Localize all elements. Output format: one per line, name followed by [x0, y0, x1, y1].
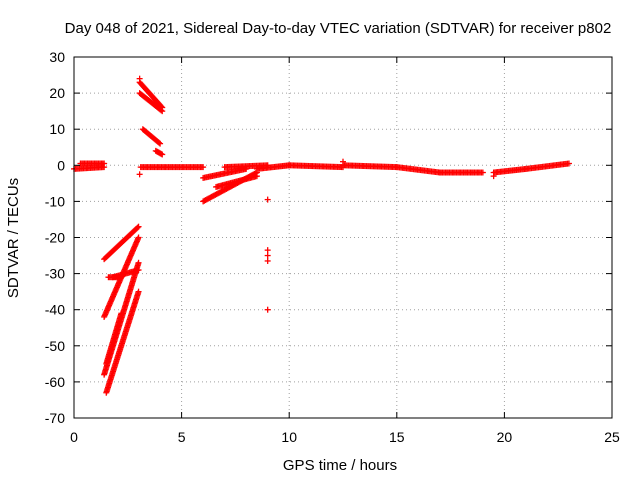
data-point — [264, 196, 271, 203]
data-point — [136, 171, 143, 178]
data-point — [135, 266, 142, 273]
data-point — [134, 224, 141, 231]
x-tick-label: 10 — [281, 429, 297, 445]
data-point — [101, 160, 108, 167]
x-tick-label: 25 — [604, 429, 620, 445]
x-axis-label: GPS time / hours — [283, 457, 397, 474]
y-tick-label: -40 — [45, 302, 65, 318]
data-point — [157, 140, 164, 147]
data-points — [71, 75, 572, 396]
data-point — [565, 160, 572, 167]
y-tick-label: 10 — [49, 121, 65, 137]
data-point — [135, 288, 142, 295]
data-point — [158, 107, 165, 114]
data-point — [264, 247, 271, 254]
x-axis: 0 5 10 15 20 25 — [70, 57, 620, 445]
data-point — [156, 139, 163, 146]
y-tick-label: 30 — [49, 49, 65, 65]
data-point — [264, 257, 271, 264]
x-tick-label: 0 — [70, 429, 78, 445]
y-axis: -70 -60 -50 -40 -30 -20 -10 0 10 20 30 — [45, 49, 612, 426]
data-point — [135, 259, 142, 266]
y-tick-label: -70 — [45, 410, 65, 426]
y-tick-label: 20 — [49, 85, 65, 101]
y-tick-label: -10 — [45, 193, 65, 209]
y-tick-label: -30 — [45, 266, 65, 282]
x-tick-label: 15 — [389, 429, 405, 445]
data-point — [479, 169, 486, 176]
grid — [74, 57, 612, 418]
data-point — [159, 151, 166, 158]
x-tick-label: 20 — [497, 429, 513, 445]
data-point — [253, 173, 260, 180]
data-point — [135, 223, 142, 230]
data-point — [200, 164, 207, 171]
y-tick-label: -20 — [45, 230, 65, 246]
y-tick-label: -60 — [45, 374, 65, 390]
chart-title: Day 048 of 2021, Sidereal Day-to-day VTE… — [65, 20, 612, 37]
y-tick-label: 0 — [57, 157, 65, 173]
data-point — [340, 158, 346, 165]
data-point — [490, 173, 497, 180]
data-point — [118, 310, 125, 317]
data-point — [264, 252, 271, 259]
data-point — [159, 108, 166, 115]
x-tick-label: 5 — [178, 429, 186, 445]
data-point — [264, 306, 271, 313]
data-point — [136, 75, 143, 82]
data-point — [135, 234, 142, 241]
y-tick-label: -50 — [45, 338, 65, 354]
y-axis-label: SDTVAR / TECUs — [5, 178, 22, 298]
